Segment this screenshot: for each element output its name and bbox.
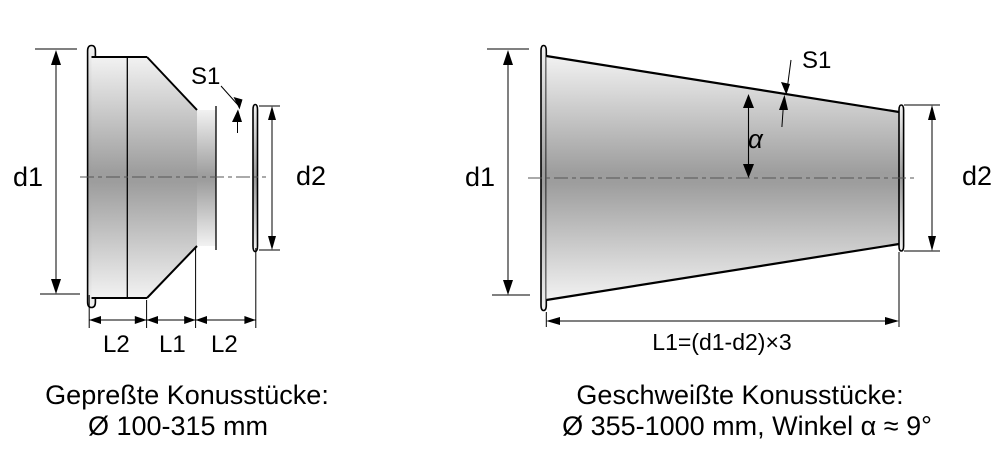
svg-text:d1: d1 bbox=[465, 162, 495, 192]
svg-text:d2: d2 bbox=[296, 161, 326, 191]
svg-text:S1: S1 bbox=[802, 47, 831, 74]
svg-text:L2: L2 bbox=[211, 331, 238, 358]
svg-text:L1: L1 bbox=[159, 331, 186, 358]
svg-text:Geschweißte Konusstücke:: Geschweißte Konusstücke: bbox=[576, 380, 903, 410]
svg-text:Ø 355-1000 mm, Winkel α ≈ 9°: Ø 355-1000 mm, Winkel α ≈ 9° bbox=[562, 411, 932, 441]
svg-text:L1=(d1-d2)×3: L1=(d1-d2)×3 bbox=[652, 329, 791, 355]
svg-text:S1: S1 bbox=[191, 63, 220, 90]
svg-text:α: α bbox=[748, 124, 764, 154]
svg-text:Gepreßte Konusstücke:: Gepreßte Konusstücke: bbox=[45, 380, 329, 410]
svg-text:d1: d1 bbox=[13, 162, 43, 192]
svg-text:d2: d2 bbox=[962, 161, 992, 191]
svg-text:L2: L2 bbox=[103, 331, 130, 358]
svg-text:Ø 100-315 mm: Ø 100-315 mm bbox=[88, 411, 268, 441]
